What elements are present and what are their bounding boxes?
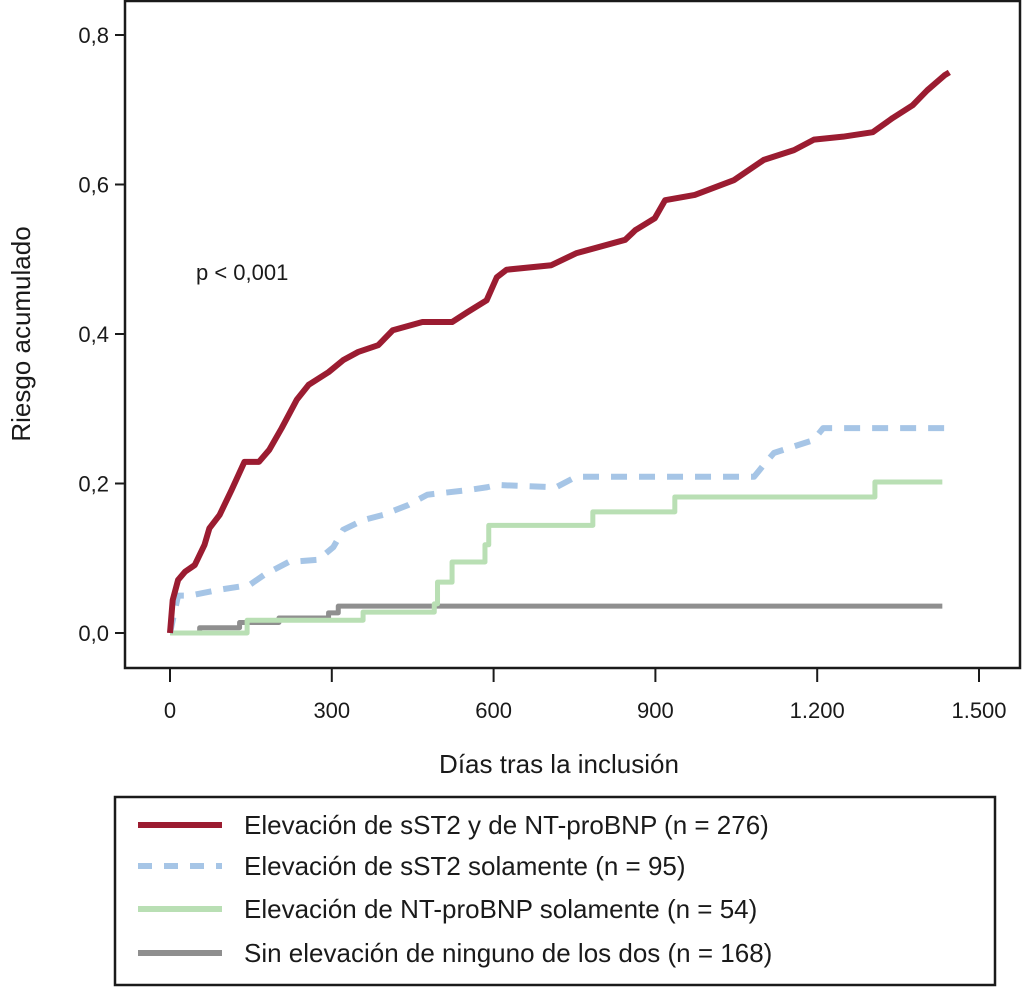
series-layer	[167, 69, 952, 636]
series-line-1	[167, 423, 952, 634]
series-line-2	[170, 479, 943, 636]
axes: 0,0 0,2 0,4 0,6 0,8 0 300 600 900 1.200 1.500	[78, 23, 1006, 723]
y-tick-label: 0,0	[78, 621, 109, 646]
y-tick-label: 0,2	[78, 472, 109, 497]
legend-label-0: Elevación de sST2 y de NT-proBNP (n = 27…	[244, 810, 769, 840]
legend: Elevación de sST2 y de NT-proBNP (n = 27…	[113, 795, 997, 987]
y-axis-title: Riesgo acumulado	[6, 226, 36, 441]
x-tick-label: 0	[164, 698, 176, 723]
legend-label-2: Elevación de NT-proBNP solamente (n = 54…	[244, 894, 757, 924]
x-axis-title: Días tras la inclusión	[439, 749, 679, 779]
x-tick-label: 900	[637, 698, 674, 723]
x-tick-label: 1.500	[951, 698, 1006, 723]
x-tick-label: 300	[313, 698, 350, 723]
x-tick-label: 600	[475, 698, 512, 723]
x-tick-label: 1.200	[790, 698, 845, 723]
y-tick-label: 0,8	[78, 23, 109, 48]
legend-label-3: Sin elevación de ninguno de los dos (n =…	[244, 938, 772, 968]
plot-area-border	[123, 0, 1022, 670]
plot-frame	[123, 0, 1022, 670]
legend-box	[113, 795, 997, 987]
y-tick-label: 0,6	[78, 173, 109, 198]
legend-label-1: Elevación de sST2 solamente (n = 95)	[244, 851, 686, 881]
p-value-annotation: p < 0,001	[196, 260, 288, 285]
series-line-0	[167, 69, 951, 634]
y-tick-label: 0,4	[78, 322, 109, 347]
